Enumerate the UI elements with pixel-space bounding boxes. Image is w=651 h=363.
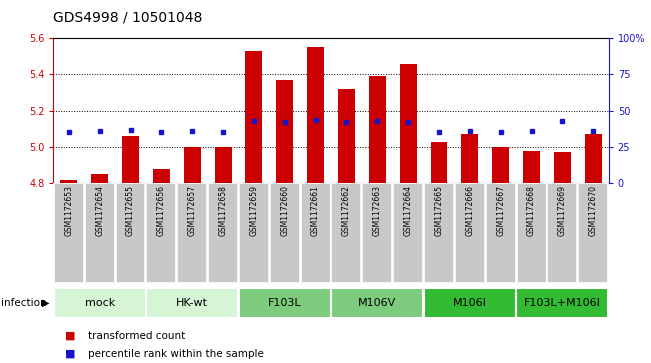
Bar [122, 136, 139, 183]
Bar [455, 183, 485, 283]
Bar [331, 183, 361, 283]
Text: GSM1172662: GSM1172662 [342, 185, 351, 236]
Bar [85, 183, 115, 283]
Bar [239, 183, 269, 283]
Bar [307, 47, 324, 183]
Text: GSM1172661: GSM1172661 [311, 185, 320, 236]
Text: GDS4998 / 10501048: GDS4998 / 10501048 [53, 11, 202, 25]
Text: GSM1172659: GSM1172659 [249, 185, 258, 236]
Bar [338, 89, 355, 183]
Text: F103L: F103L [268, 298, 301, 308]
Bar [369, 76, 386, 183]
Bar [400, 64, 417, 183]
Bar [61, 180, 77, 183]
Text: transformed count: transformed count [88, 331, 185, 341]
Bar [486, 183, 516, 283]
Bar [53, 288, 146, 318]
Bar [270, 183, 299, 283]
Text: GSM1172663: GSM1172663 [373, 185, 381, 236]
Text: GSM1172653: GSM1172653 [64, 185, 74, 236]
Bar [245, 51, 262, 183]
Text: GSM1172657: GSM1172657 [187, 185, 197, 236]
Bar [331, 288, 423, 318]
Text: GSM1172670: GSM1172670 [589, 185, 598, 236]
Bar [523, 151, 540, 183]
Text: HK-wt: HK-wt [176, 298, 208, 308]
Bar [146, 288, 238, 318]
Bar [215, 147, 232, 183]
Text: mock: mock [85, 298, 115, 308]
Text: percentile rank within the sample: percentile rank within the sample [88, 349, 264, 359]
Bar [547, 183, 577, 283]
Text: GSM1172655: GSM1172655 [126, 185, 135, 236]
Bar [146, 183, 176, 283]
Text: ■: ■ [65, 349, 76, 359]
Bar [462, 134, 478, 183]
Text: GSM1172669: GSM1172669 [558, 185, 567, 236]
Bar [424, 183, 454, 283]
Bar [430, 142, 447, 183]
Bar [208, 183, 238, 283]
Bar [424, 288, 516, 318]
Text: ■: ■ [65, 331, 76, 341]
Bar [393, 183, 423, 283]
Text: M106I: M106I [453, 298, 487, 308]
Text: GSM1172668: GSM1172668 [527, 185, 536, 236]
Text: F103L+M106I: F103L+M106I [524, 298, 601, 308]
Bar [554, 152, 571, 183]
Bar [177, 183, 207, 283]
Bar [184, 147, 201, 183]
Bar [492, 147, 509, 183]
Bar [363, 183, 393, 283]
Text: ▶: ▶ [42, 298, 50, 308]
Text: infection: infection [1, 298, 47, 308]
Bar [91, 174, 108, 183]
Text: M106V: M106V [358, 298, 396, 308]
Bar [517, 183, 547, 283]
Bar [153, 169, 170, 183]
Bar [54, 183, 84, 283]
Text: GSM1172656: GSM1172656 [157, 185, 166, 236]
Text: GSM1172660: GSM1172660 [281, 185, 289, 236]
Bar [301, 183, 331, 283]
Bar [585, 134, 602, 183]
Bar [239, 288, 331, 318]
Text: GSM1172664: GSM1172664 [404, 185, 413, 236]
Text: GSM1172658: GSM1172658 [219, 185, 228, 236]
Text: GSM1172666: GSM1172666 [465, 185, 475, 236]
Bar [516, 288, 609, 318]
Bar [115, 183, 145, 283]
Bar [276, 80, 293, 183]
Bar [578, 183, 608, 283]
Text: GSM1172665: GSM1172665 [434, 185, 443, 236]
Text: GSM1172667: GSM1172667 [496, 185, 505, 236]
Text: GSM1172654: GSM1172654 [95, 185, 104, 236]
